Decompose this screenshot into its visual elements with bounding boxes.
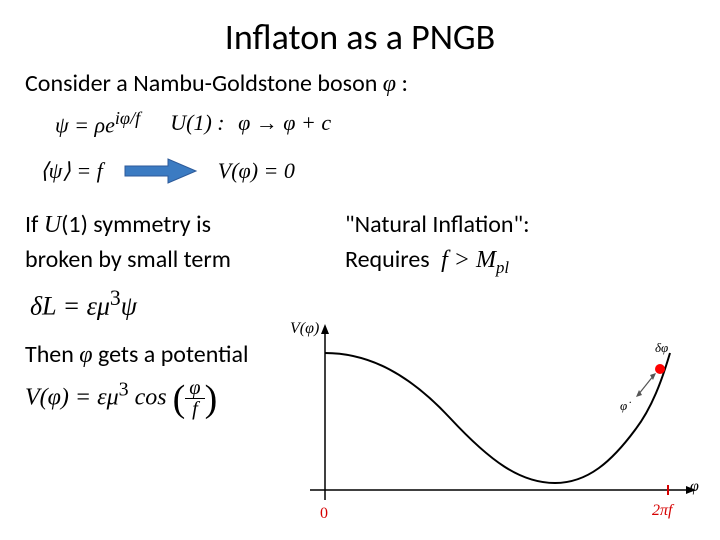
psi-def: ψ = ρeiφ/f <box>55 108 140 138</box>
sym-text: (1) symmetry is <box>61 210 211 239</box>
symmetry-line1: If U(1) symmetry is <box>25 210 325 239</box>
requires-text: Requires <box>345 245 430 274</box>
block-arrow-icon <box>123 156 198 186</box>
plot-delta: δφ <box>655 340 668 356</box>
then-line: Then φ gets a potential <box>25 340 325 369</box>
equation-row-1: ψ = ρeiφ/f U(1) : φ → φ + c <box>55 108 695 138</box>
potential-plot: V(φ) φ 0 2πf δφ φ̇ <box>290 320 710 530</box>
plot-x1: 2πf <box>652 502 672 520</box>
equation-row-2: ⟨ψ⟩ = f V(φ) = 0 <box>40 156 695 186</box>
u1-transform: U(1) : φ → φ + c <box>170 110 331 136</box>
plot-x0: 0 <box>320 505 328 523</box>
potential-text: gets a potential <box>98 340 248 369</box>
delta-l-eq: δL = εμ3ψ <box>30 286 325 322</box>
intro-colon: : <box>402 69 408 98</box>
phi-symbol: φ <box>383 71 396 97</box>
natural-inflation-line2: Requires f > Mpl <box>345 245 695 278</box>
symmetry-line2: broken by small term <box>25 245 325 274</box>
phi-symbol-2: φ <box>79 342 92 368</box>
intro-text-a: Consider a Nambu-Goldstone boson <box>25 69 377 98</box>
then-text: Then <box>25 340 74 369</box>
vev-eq: ⟨ψ⟩ = f <box>40 158 103 184</box>
vphi-eq: V(φ) = εμ3 cos (φf) <box>25 377 325 421</box>
u-symbol: U <box>44 212 61 238</box>
intro-line: Consider a Nambu-Goldstone boson φ : <box>25 69 695 98</box>
natural-inflation-line1: "Natural Inflation": <box>345 210 695 239</box>
plot-xlabel: φ <box>690 478 699 496</box>
if-text: If <box>25 210 38 239</box>
f-gt-mpl: f > Mpl <box>441 247 509 273</box>
plot-ylabel: V(φ) <box>290 320 319 338</box>
v-zero-eq: V(φ) = 0 <box>218 158 295 184</box>
plot-phidot: φ̇ <box>620 398 627 414</box>
page-title: Inflaton as a PNGB <box>25 15 695 59</box>
